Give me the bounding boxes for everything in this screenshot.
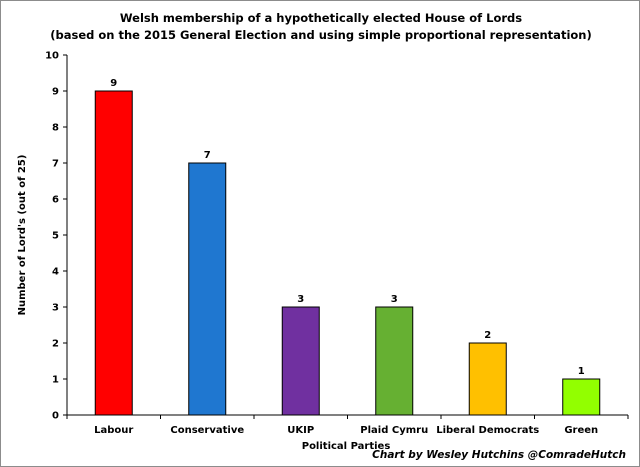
y-tick-label: 6 — [52, 195, 59, 206]
y-tick-label: 0 — [52, 411, 59, 422]
x-tick-label: Green — [564, 425, 598, 436]
data-label: 1 — [578, 366, 585, 377]
data-label: 2 — [484, 330, 491, 341]
y-tick-label: 5 — [52, 231, 59, 242]
bar — [94, 90, 133, 416]
data-label: 7 — [204, 150, 211, 161]
y-axis-title: Number of Lord's (out of 25) — [17, 155, 28, 316]
chart-subtitle: (based on the 2015 General Election and … — [50, 28, 591, 42]
x-tick-label: Labour — [94, 425, 133, 436]
chart-credit: Chart by Wesley Hutchins @ComradeHutch — [372, 449, 626, 461]
y-tick-label: 1 — [52, 375, 59, 386]
data-label: 9 — [110, 78, 117, 89]
bar — [562, 378, 601, 416]
x-tick-label: Conservative — [170, 425, 244, 436]
y-tick-label: 2 — [52, 339, 59, 350]
x-tick-label: Plaid Cymru — [360, 425, 428, 436]
data-label: 3 — [297, 294, 304, 305]
x-tick-label: Liberal Democrats — [436, 425, 539, 436]
y-tick-label: 7 — [52, 159, 59, 170]
y-tick-label: 8 — [52, 123, 59, 134]
data-label: 3 — [391, 294, 398, 305]
bar — [281, 306, 320, 416]
bar — [468, 342, 507, 416]
y-tick-label: 10 — [45, 51, 59, 62]
y-tick-label: 3 — [52, 303, 59, 314]
x-axis-title: Political Parties — [302, 441, 391, 452]
y-tick-label: 9 — [52, 87, 59, 98]
plot-area: 0 1 2 3 4 5 6 7 8 9 10 9 Labour 7 Conservative 3 UKIP 3 Pl… — [45, 51, 629, 436]
chart-title: Welsh membership of a hypothetically ele… — [120, 11, 522, 25]
x-tick-label: UKIP — [287, 425, 314, 436]
bar — [375, 306, 414, 416]
bar — [188, 162, 227, 416]
y-tick-label: 4 — [52, 267, 59, 278]
